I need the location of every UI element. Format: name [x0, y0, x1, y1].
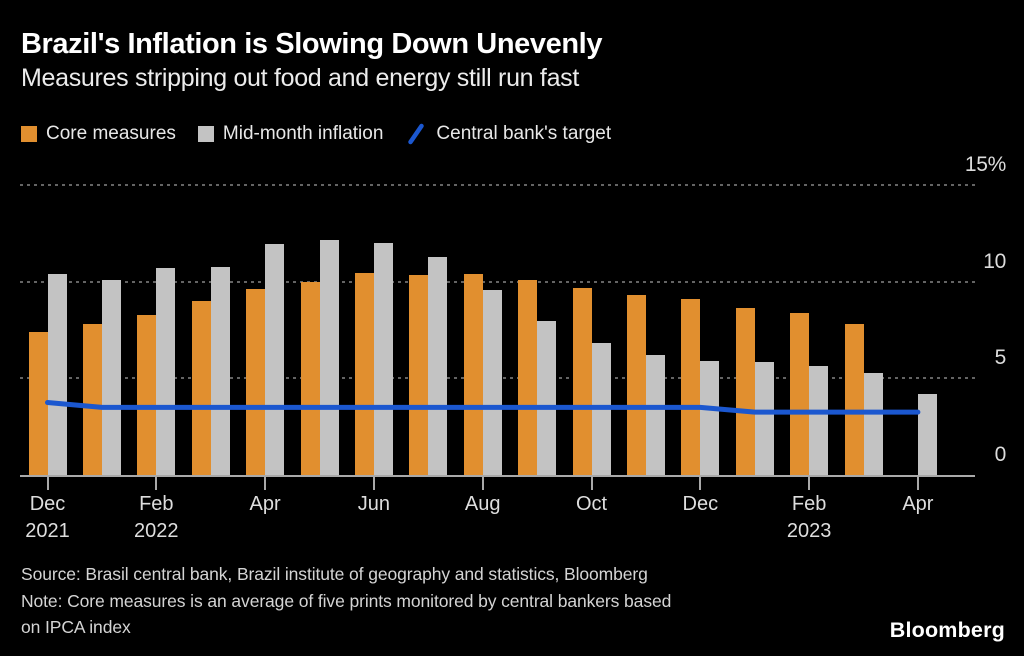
- bar-mid-month-sep-2022: [537, 321, 557, 475]
- x-tick-label-line: 2022: [134, 520, 179, 542]
- bar-mid-month-jun-2022: [373, 243, 393, 475]
- bar-mid-month-apr-2023: [917, 393, 937, 475]
- note-text-line1: Note: Core measures is an average of fiv…: [21, 590, 672, 611]
- y-tick-label-15pct: 15%: [964, 153, 1006, 176]
- bar-core-jan-2023: [735, 307, 755, 475]
- plot-area: 0 5 10 15% Dec 2021 Feb 2022 Apr Jun Aug Oct Dec Feb 2…: [20, 153, 1006, 542]
- x-tick-label-line: Feb: [791, 493, 827, 515]
- chart-title: Brazil's Inflation is Slowing Down Uneve…: [21, 28, 603, 60]
- x-tick-dec: [46, 477, 49, 490]
- x-tick-dec: [699, 477, 702, 490]
- legend-label-core-measures: Core measures: [46, 123, 176, 144]
- bar-mid-month-feb-2023: [809, 365, 829, 475]
- source-text: Source: Brasil central bank, Brazil inst…: [21, 564, 648, 584]
- legend-label-mid-month-inflation: Mid-month inflation: [222, 123, 384, 144]
- x-tick-apr: [916, 477, 919, 490]
- x-tick-label-line: Dec: [29, 493, 66, 515]
- bloomberg-logo: Bloomberg: [889, 618, 1005, 642]
- x-tick-label-aug: Aug: [428, 491, 538, 518]
- bar-core-oct-2022: [572, 288, 592, 475]
- bar-core-nov-2022: [626, 295, 646, 475]
- bar-mid-month-apr-2022: [265, 243, 285, 475]
- x-axis-line: [20, 475, 975, 477]
- x-tick-feb: [155, 477, 158, 490]
- legend-label-central-bank-target: Central bank's target: [436, 123, 612, 144]
- target-slash-icon: [408, 123, 425, 145]
- bar-mid-month-nov-2022: [645, 355, 665, 475]
- mid-month-inflation-swatch-icon: [197, 126, 214, 142]
- bar-core-dec-2021: [28, 331, 48, 475]
- x-tick-label-apr: Apr: [863, 491, 973, 518]
- bar-mid-month-jul-2022: [428, 256, 448, 475]
- legend: Core measures Mid-month inflation Centra…: [21, 123, 611, 145]
- bar-mid-month-aug-2022: [482, 290, 502, 475]
- x-tick-label-line: Apr: [249, 493, 281, 515]
- gridline-15: [20, 184, 975, 186]
- y-tick-label-10: 10: [983, 249, 1006, 273]
- x-tick-label-apr: Apr: [210, 491, 320, 518]
- x-tick-feb: [808, 477, 811, 490]
- bar-mid-month-feb-2022: [156, 268, 176, 475]
- legend-item-central-bank-target: Central bank's target: [405, 123, 611, 145]
- bar-mid-month-mar-2023: [863, 372, 883, 475]
- x-tick-label-dec-2021: Dec 2021: [0, 491, 103, 545]
- bar-mid-month-dec-2021: [47, 273, 67, 475]
- note-text-line2: on IPCA index: [21, 617, 131, 637]
- x-tick-apr: [264, 477, 267, 490]
- bar-core-jan-2022: [82, 324, 102, 475]
- bar-mid-month-jan-2023: [754, 361, 774, 475]
- x-tick-label-line: Apr: [902, 493, 934, 515]
- bar-core-feb-2022: [137, 314, 157, 475]
- x-tick-oct: [590, 477, 593, 490]
- bar-mid-month-oct-2022: [591, 342, 611, 475]
- x-tick-aug: [481, 477, 484, 490]
- x-tick-label-line: Dec: [682, 493, 719, 515]
- bar-core-may-2022: [300, 281, 320, 475]
- legend-item-mid-month-inflation: Mid-month inflation: [197, 123, 384, 145]
- x-tick-jun: [372, 477, 375, 490]
- bar-core-apr-2022: [246, 289, 266, 475]
- footer-notes: Source: Brasil central bank, Brazil inst…: [21, 561, 671, 641]
- x-tick-label-line: 2023: [786, 520, 832, 542]
- bar-mid-month-dec-2022: [700, 360, 720, 475]
- x-tick-label-jun: Jun: [319, 491, 429, 518]
- gridline-10: [20, 280, 975, 283]
- x-tick-label-feb-2022: Feb 2022: [101, 491, 211, 545]
- bar-mid-month-may-2022: [319, 240, 339, 475]
- legend-item-core-measures: Core measures: [21, 123, 176, 145]
- bar-core-mar-2022: [191, 301, 211, 475]
- x-tick-label-line: Oct: [575, 493, 608, 515]
- bar-core-aug-2022: [463, 273, 483, 475]
- core-measures-swatch-icon: [21, 126, 37, 142]
- bar-mid-month-mar-2022: [210, 267, 230, 475]
- chart-subtitle: Measures stripping out food and energy s…: [21, 64, 580, 92]
- y-tick-label-5: 5: [994, 346, 1007, 370]
- bar-core-feb-2023: [790, 312, 810, 475]
- bar-core-jun-2022: [354, 272, 374, 475]
- bar-mid-month-jan-2022: [101, 279, 121, 475]
- x-tick-label-oct: Oct: [537, 491, 647, 518]
- bar-core-mar-2023: [844, 324, 864, 475]
- x-tick-label-feb-2023: Feb 2023: [754, 491, 864, 545]
- bar-core-jul-2022: [409, 274, 429, 475]
- x-tick-label-dec: Dec: [645, 491, 755, 518]
- x-tick-label-line: Aug: [464, 493, 501, 515]
- bar-core-dec-2022: [681, 299, 701, 475]
- x-tick-label-line: Feb: [139, 493, 174, 515]
- bar-core-sep-2022: [518, 279, 538, 475]
- x-tick-label-line: 2021: [25, 520, 70, 542]
- y-tick-label-0: 0: [994, 443, 1007, 466]
- x-tick-label-line: Jun: [357, 493, 391, 515]
